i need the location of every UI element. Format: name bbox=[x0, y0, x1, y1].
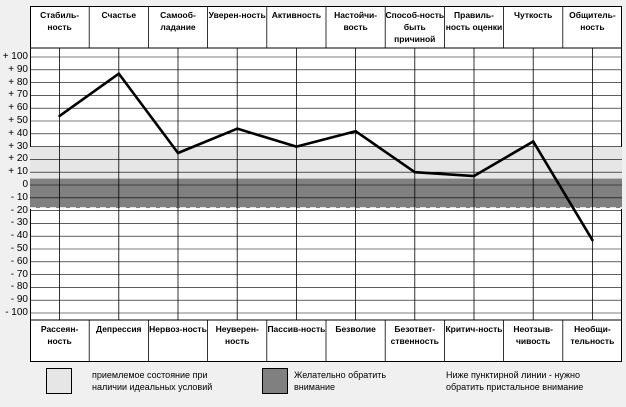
y-tick-label: + 30 bbox=[8, 140, 28, 152]
bottom-label: Безответ-ственность bbox=[390, 324, 439, 346]
y-tick-label: - 100 bbox=[5, 307, 28, 318]
series-point bbox=[413, 170, 417, 174]
bottom-label: Безволие bbox=[335, 324, 376, 334]
legend-text-dashed: Ниже пунктирной линии - нужно обратить п… bbox=[446, 370, 584, 392]
y-tick-label: + 20 bbox=[8, 153, 28, 165]
series-line bbox=[58, 72, 594, 241]
top-label: Настойчи-вость bbox=[334, 10, 378, 32]
y-tick-label: - 60 bbox=[10, 255, 28, 267]
y-tick-label: - 10 bbox=[10, 191, 28, 203]
legend-text-acceptable: приемлемое состояние при наличии идеальн… bbox=[92, 370, 213, 392]
series-point bbox=[58, 114, 61, 118]
bottom-label: Необщи-тельность bbox=[570, 324, 615, 346]
bottom-label: Неуверен-ность bbox=[215, 324, 259, 346]
top-label: Общитель-ность bbox=[569, 10, 616, 32]
y-tick-label: + 80 bbox=[8, 76, 28, 88]
y-tick-label: + 100 bbox=[2, 51, 28, 62]
top-label: Чуткость bbox=[514, 10, 553, 20]
top-label: Активность bbox=[271, 10, 322, 20]
y-tick-label: + 10 bbox=[8, 166, 28, 178]
top-label: Самооб-ладание bbox=[160, 10, 196, 32]
bottom-label: Неотзыв-чивость bbox=[513, 324, 553, 346]
top-label: Правиль-ность оценки bbox=[445, 10, 503, 32]
series-point bbox=[295, 145, 298, 148]
band-attention bbox=[30, 178, 622, 209]
legend-text-attention: Желательно обратить внимание bbox=[294, 370, 387, 392]
y-tick-label: - 30 bbox=[10, 217, 28, 229]
legend-swatch-attention bbox=[262, 368, 288, 394]
bottom-label: Нервоз-ность bbox=[149, 324, 207, 334]
bottom-label: Рассеян-ность bbox=[40, 324, 79, 346]
y-tick-label: - 50 bbox=[10, 243, 28, 254]
series-point bbox=[176, 151, 180, 155]
y-tick-label: - 20 bbox=[10, 204, 28, 216]
y-tick-label: + 70 bbox=[8, 89, 28, 101]
y-tick-label: + 90 bbox=[8, 63, 28, 75]
top-label: Уверен-ность bbox=[208, 10, 266, 20]
series-point bbox=[591, 238, 594, 242]
top-label: Способ-ность быть причиной bbox=[385, 10, 445, 44]
series-point bbox=[354, 129, 357, 133]
series-point bbox=[235, 127, 239, 130]
series-point bbox=[531, 140, 535, 143]
y-tick-label: + 50 bbox=[8, 115, 28, 126]
band-acceptable bbox=[30, 146, 622, 179]
y-tick-label: 0 bbox=[22, 179, 28, 190]
bottom-label: Критич-ность bbox=[445, 324, 503, 334]
y-tick-label: - 90 bbox=[10, 294, 28, 306]
y-tick-label: + 60 bbox=[8, 102, 28, 114]
top-label: Стабиль-ность bbox=[40, 10, 80, 32]
y-tick-label: - 80 bbox=[10, 281, 28, 293]
y-tick-label: - 40 bbox=[10, 230, 28, 242]
y-tick-label: - 70 bbox=[10, 268, 28, 280]
series-point bbox=[117, 72, 121, 75]
top-label: Счастье bbox=[101, 10, 137, 20]
bottom-label: Пассив-ность bbox=[267, 324, 326, 334]
legend-swatch-acceptable bbox=[46, 368, 72, 394]
series-point bbox=[472, 174, 476, 178]
y-tick-label: + 40 bbox=[8, 127, 28, 139]
bottom-label: Депрессия bbox=[96, 324, 142, 334]
